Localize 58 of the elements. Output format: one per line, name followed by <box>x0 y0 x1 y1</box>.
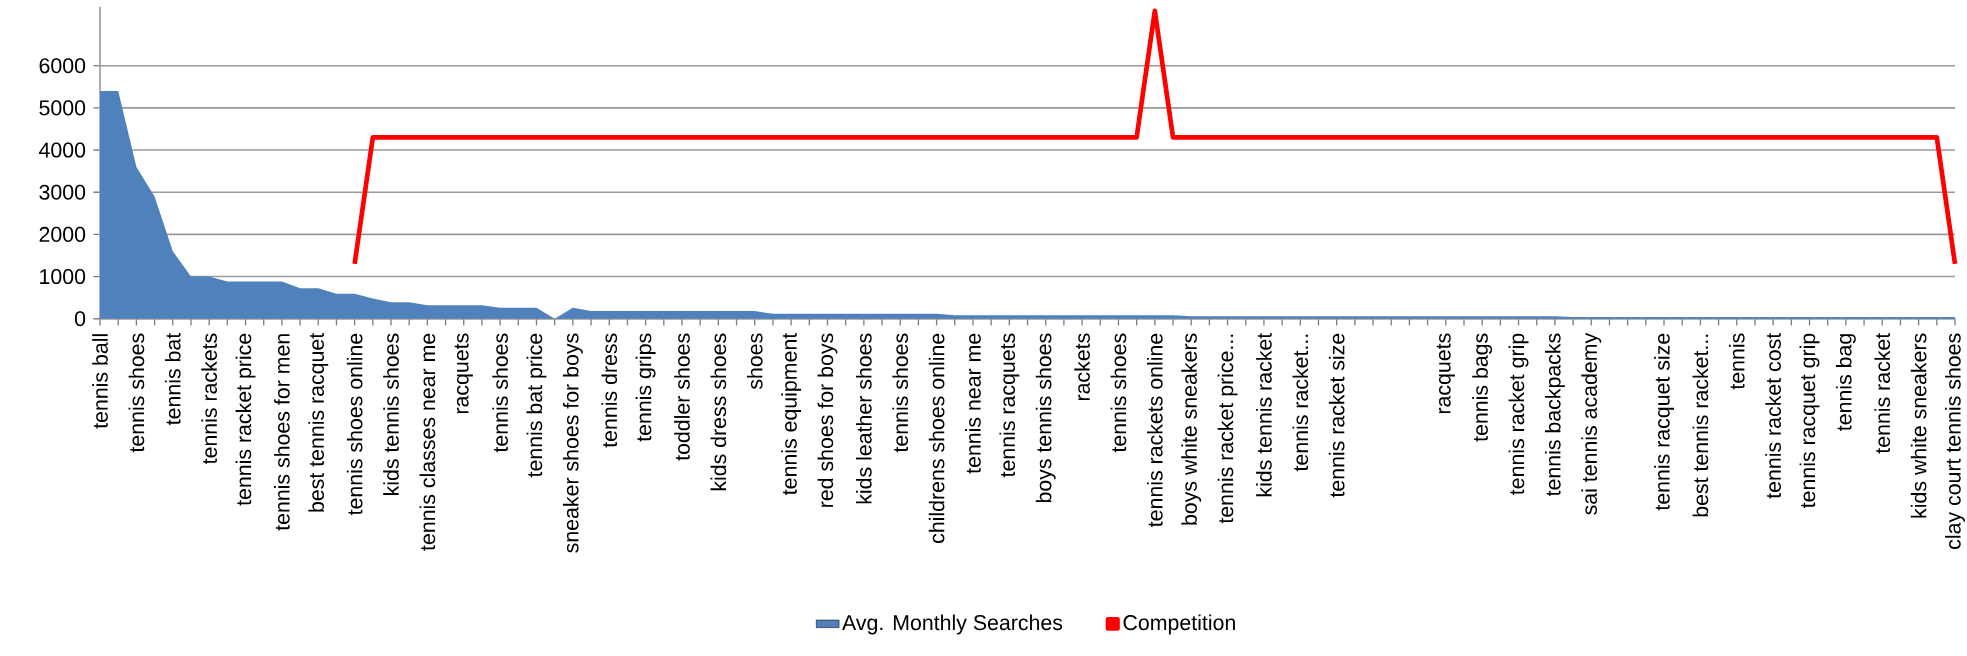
x-tick-label: kids dress shoes <box>710 333 727 491</box>
y-tick-label: 2000 <box>39 226 86 242</box>
x-tick-label: tennis bat <box>164 332 181 425</box>
x-tick-label: clay court tennis shoes <box>1945 333 1965 549</box>
x-tick-label: tennis near me <box>965 333 981 474</box>
x-tick-label: kids leather shoes <box>856 333 872 504</box>
x-tick-label: tennis shoes <box>128 333 145 453</box>
x-tick-label: kids white sneakers <box>1910 333 1927 518</box>
x-tick-label: kids tennis shoes <box>383 333 399 495</box>
x-tick-label: tennis ball <box>92 334 108 429</box>
legend-label: Avg. Monthly Searches <box>842 614 1063 635</box>
x-tick-label: tennis rackets online <box>1146 333 1163 527</box>
legend-label: Competition <box>1123 614 1235 635</box>
x-tick-label: tennis racquet size <box>1654 333 1674 511</box>
x-tick-label: tennis bat price <box>526 333 547 478</box>
x-tick-label: best tennis racquet <box>308 332 329 512</box>
x-tick-label: tennis bags <box>1472 333 1493 442</box>
x-tick-label: shoes <box>746 333 763 390</box>
x-tick-label: tennis shoes for men <box>274 334 290 531</box>
x-tick-label: tennis shoes online <box>346 333 363 516</box>
x-tick-label: sai tennis academy <box>1581 332 1602 515</box>
y-tick-label: 0 <box>74 311 86 327</box>
x-tick-label: racquets <box>1436 333 1455 414</box>
x-tick-label: rackets <box>1074 333 1090 401</box>
x-tick-label: tennis dress <box>601 333 618 448</box>
y-tick-label: 5000 <box>39 100 86 116</box>
x-tick-label: tennis grips <box>635 333 656 442</box>
x-tick-label: tennis classes near me <box>419 333 436 551</box>
x-tick-label: tennis racket cost <box>1765 332 1781 499</box>
x-tick-label: tennis racket size <box>1328 333 1345 498</box>
x-tick-label: tennis racket price... <box>1217 334 1238 524</box>
x-tick-label: tennis racket <box>1874 332 1891 454</box>
x-tick-label: best tennis racket... <box>1692 334 1709 517</box>
y-tick-label: 6000 <box>39 58 86 74</box>
x-tick-label: tennis racquets <box>999 333 1020 478</box>
y-tick-label: 3000 <box>39 184 86 200</box>
y-tick-label: 4000 <box>39 142 86 158</box>
x-tick-label: tennis racket... <box>1292 334 1309 472</box>
x-tick-label: toddler shoes <box>674 333 690 461</box>
x-tick-label: racquets <box>454 333 473 414</box>
x-tick-label: tennis shoes <box>892 333 909 453</box>
x-tick-label: sneaker shoes for boys <box>562 333 583 553</box>
x-tick-label: tennis racket grip <box>1508 333 1529 495</box>
x-tick-label: tennis bag <box>1835 334 1856 431</box>
x-tick-label: tennis equipment <box>781 332 802 495</box>
x-tick-label: boys tennis shoes <box>1035 333 1056 503</box>
x-tick-label: tennis racket price <box>235 333 256 506</box>
x-tick-label: tennis racquet grip <box>1799 333 1820 508</box>
x-tick-label: kids tennis racket <box>1256 332 1272 497</box>
x-tick-label: tennis shoes <box>492 333 508 453</box>
y-tick-label: 1000 <box>40 268 86 285</box>
x-tick-label: tennis <box>1728 333 1745 390</box>
x-tick-label: red shoes for boys <box>817 333 838 507</box>
x-tick-label: tennis backpacks <box>1544 333 1565 497</box>
x-tick-label: tennis rackets <box>201 333 217 465</box>
x-tick-label: childrens shoes online <box>928 333 945 543</box>
x-tick-label: boys white sneakers <box>1181 333 1202 525</box>
x-tick-label: tennis shoes <box>1110 333 1127 453</box>
